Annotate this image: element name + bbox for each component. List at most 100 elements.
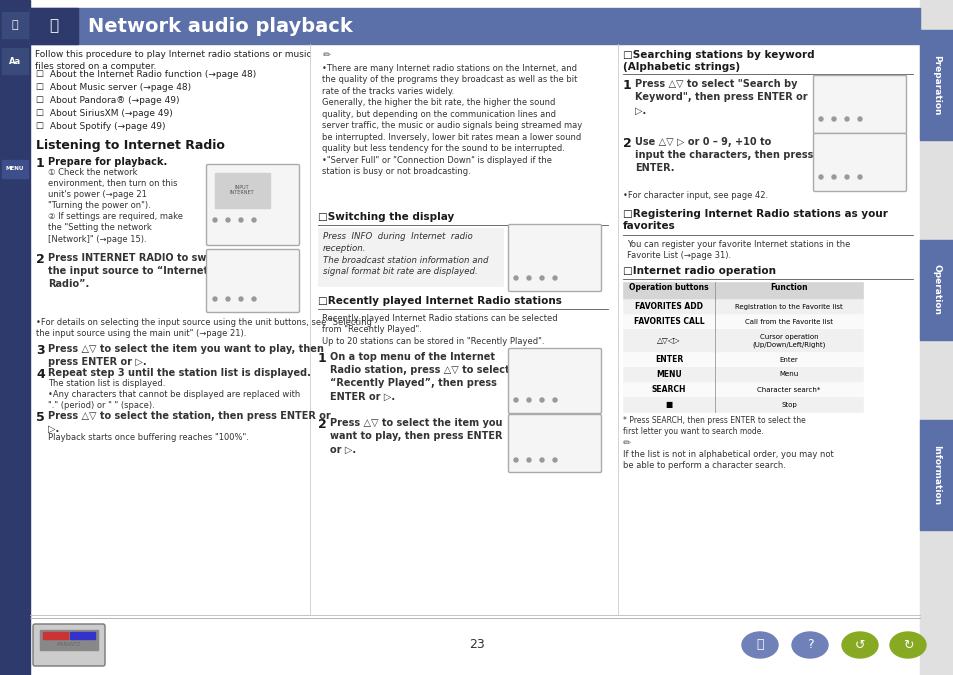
- FancyBboxPatch shape: [508, 348, 601, 414]
- Bar: [622, 352, 862, 367]
- Text: •There are many Internet radio stations on the Internet, and
the quality of the : •There are many Internet radio stations …: [322, 64, 581, 176]
- Text: □Searching stations by keyword
(Alphabetic strings): □Searching stations by keyword (Alphabet…: [622, 50, 814, 72]
- Circle shape: [553, 276, 557, 280]
- Text: Listening to Internet Radio: Listening to Internet Radio: [36, 139, 225, 152]
- Text: Use △▽ ▷ or 0 – 9, +10 to
input the characters, then press
ENTER.: Use △▽ ▷ or 0 – 9, +10 to input the char…: [635, 137, 813, 173]
- Text: □Switching the display: □Switching the display: [317, 212, 454, 222]
- Bar: [919, 420, 953, 530]
- Circle shape: [514, 398, 517, 402]
- Bar: [622, 299, 862, 314]
- Ellipse shape: [741, 632, 778, 658]
- Text: ① Check the network
environment, then turn on this
unit's power (→page 21
"Turni: ① Check the network environment, then tu…: [48, 168, 183, 244]
- FancyBboxPatch shape: [33, 624, 105, 666]
- Text: Prepare for playback.: Prepare for playback.: [48, 157, 167, 167]
- Text: Information: Information: [931, 445, 941, 505]
- FancyBboxPatch shape: [813, 76, 905, 134]
- Text: The station list is displayed.
•Any characters that cannot be displayed are repl: The station list is displayed. •Any char…: [48, 379, 300, 410]
- Text: 1: 1: [317, 352, 327, 365]
- Bar: [0, 0, 30, 675]
- Text: Call from the Favorite list: Call from the Favorite list: [744, 319, 832, 325]
- Text: Stop: Stop: [781, 402, 796, 408]
- Bar: [622, 329, 862, 352]
- Text: Operation buttons: Operation buttons: [629, 283, 708, 292]
- Text: FAVORITES CALL: FAVORITES CALL: [633, 317, 703, 326]
- Bar: [622, 282, 862, 299]
- Bar: [622, 397, 862, 412]
- Text: Aa: Aa: [9, 57, 21, 65]
- Text: 3: 3: [36, 344, 45, 357]
- Circle shape: [514, 276, 517, 280]
- Text: MENU: MENU: [656, 370, 681, 379]
- Text: 📖: 📖: [11, 20, 18, 30]
- Text: ✏: ✏: [622, 438, 631, 448]
- Text: □Registering Internet Radio stations as your
favorites: □Registering Internet Radio stations as …: [622, 209, 887, 232]
- Text: ☐  About Spotify (→page 49): ☐ About Spotify (→page 49): [36, 122, 165, 131]
- Text: ■: ■: [664, 400, 672, 409]
- Bar: [317, 228, 502, 286]
- Circle shape: [526, 398, 531, 402]
- Circle shape: [553, 458, 557, 462]
- Bar: [919, 0, 953, 675]
- Text: You can register your favorite Internet stations in the
Favorite List (→page 31): You can register your favorite Internet …: [626, 240, 849, 261]
- Circle shape: [213, 218, 216, 222]
- Circle shape: [526, 458, 531, 462]
- Text: INPUT
INTERNET: INPUT INTERNET: [230, 184, 254, 195]
- Circle shape: [818, 117, 822, 121]
- Bar: [40, 630, 98, 650]
- Text: MARANTZ: MARANTZ: [57, 643, 81, 647]
- Text: 5: 5: [36, 411, 45, 424]
- Circle shape: [831, 175, 835, 179]
- Bar: [43, 632, 68, 639]
- Text: Press △▽ to select the item you want to play, then
press ENTER or ▷.: Press △▽ to select the item you want to …: [48, 344, 323, 367]
- Circle shape: [818, 175, 822, 179]
- Text: Press △▽ to select "Search by
Keyword", then press ENTER or
▷.: Press △▽ to select "Search by Keyword", …: [635, 79, 807, 115]
- Circle shape: [539, 276, 543, 280]
- Text: 1: 1: [36, 157, 45, 170]
- Bar: [2, 48, 28, 74]
- Text: Menu: Menu: [779, 371, 798, 377]
- Text: ENTER: ENTER: [654, 355, 682, 364]
- Circle shape: [539, 458, 543, 462]
- Circle shape: [831, 117, 835, 121]
- Circle shape: [553, 398, 557, 402]
- Bar: [214, 173, 270, 208]
- Text: If the list is not in alphabetical order, you may not
be able to perform a chara: If the list is not in alphabetical order…: [622, 450, 833, 470]
- Text: 23: 23: [469, 639, 484, 651]
- Text: Press △▽ to select the station, then press ENTER or
▷.: Press △▽ to select the station, then pre…: [48, 411, 331, 434]
- Text: □Recently played Internet Radio stations: □Recently played Internet Radio stations: [317, 296, 561, 306]
- Text: 2: 2: [36, 253, 45, 266]
- Bar: [70, 632, 95, 639]
- Text: Function: Function: [769, 283, 807, 292]
- Text: On a top menu of the Internet
Radio station, press △▽ to select
“Recently Played: On a top menu of the Internet Radio stat…: [330, 352, 509, 402]
- Text: Recently played Internet Radio stations can be selected
from "Recently Played".
: Recently played Internet Radio stations …: [322, 314, 558, 346]
- Text: 📖: 📖: [50, 18, 58, 34]
- Text: Character search*: Character search*: [757, 387, 820, 392]
- Text: ☐  About SiriusXM (→page 49): ☐ About SiriusXM (→page 49): [36, 109, 172, 118]
- Text: Press  INFO  during  Internet  radio
reception.
The broadcast station informatio: Press INFO during Internet radio recepti…: [323, 232, 488, 276]
- Bar: [2, 12, 28, 38]
- Circle shape: [213, 297, 216, 301]
- Text: ☐  About Music server (→page 48): ☐ About Music server (→page 48): [36, 83, 191, 92]
- Text: 2: 2: [622, 137, 631, 150]
- Ellipse shape: [791, 632, 827, 658]
- FancyBboxPatch shape: [508, 225, 601, 292]
- Text: Press INTERNET RADIO to switch
the input source to “Internet
Radio”.: Press INTERNET RADIO to switch the input…: [48, 253, 227, 290]
- Text: ✏: ✏: [323, 50, 331, 60]
- FancyBboxPatch shape: [813, 134, 905, 192]
- Ellipse shape: [841, 632, 877, 658]
- Circle shape: [844, 117, 848, 121]
- FancyBboxPatch shape: [508, 414, 601, 472]
- Text: ↺: ↺: [854, 639, 864, 651]
- Text: △▽◁▷: △▽◁▷: [657, 336, 680, 345]
- Text: ↻: ↻: [902, 639, 912, 651]
- FancyBboxPatch shape: [206, 165, 299, 246]
- Circle shape: [239, 297, 243, 301]
- Text: 2: 2: [317, 418, 327, 431]
- Text: Cursor operation
(Up/Down/Left/Right): Cursor operation (Up/Down/Left/Right): [752, 333, 825, 348]
- Circle shape: [239, 218, 243, 222]
- Text: •For character input, see page 42.: •For character input, see page 42.: [622, 191, 767, 200]
- Text: Repeat step 3 until the station list is displayed.: Repeat step 3 until the station list is …: [48, 368, 311, 378]
- Circle shape: [226, 297, 230, 301]
- Text: SEARCH: SEARCH: [651, 385, 685, 394]
- Circle shape: [252, 218, 255, 222]
